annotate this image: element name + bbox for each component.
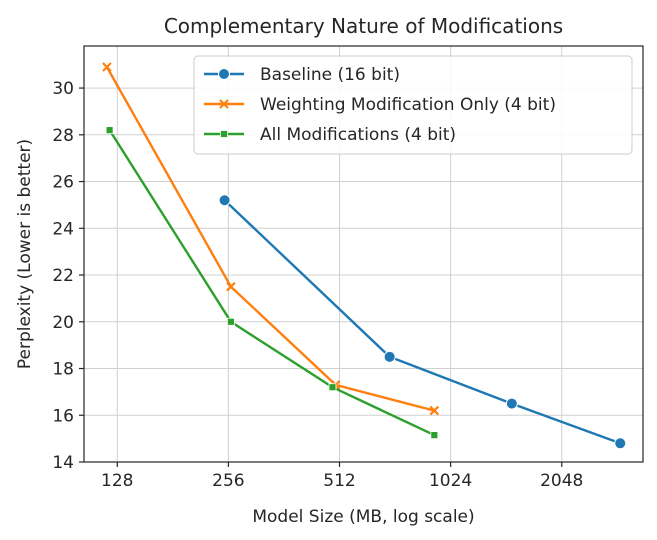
legend-box	[193, 55, 633, 155]
axis-ticks: 128 256 512 1024 2048 14 16 18 20 22 24 26 28 30	[52, 79, 583, 491]
y-tick-label: 28	[52, 126, 74, 146]
x-axis-title: Model Size (MB, log scale)	[252, 507, 474, 527]
series-line	[105, 66, 435, 412]
plot-frame	[83, 45, 644, 463]
legend-item: Baseline (16 bit)	[204, 65, 400, 85]
y-tick-label: 24	[52, 219, 74, 239]
legend-item: All Modifications (4 bit)	[204, 125, 456, 145]
legend-item: Weighting Modification Only (4 bit)	[204, 95, 556, 115]
data-point	[614, 437, 627, 450]
data-point	[383, 350, 396, 363]
x-tick-label: 1024	[429, 471, 472, 491]
x-tick-label: 256	[212, 471, 244, 491]
series-line	[223, 199, 621, 445]
y-tick-label: 26	[52, 173, 74, 193]
series-3	[105, 126, 439, 440]
y-tick-label: 30	[52, 79, 74, 99]
data-point	[218, 194, 231, 207]
y-tick-label: 16	[52, 406, 74, 426]
y-tick-label: 18	[52, 360, 74, 380]
legend-marker	[219, 99, 229, 109]
y-tick-label: 20	[52, 313, 74, 333]
data-point	[105, 126, 114, 135]
x-tick-label: 128	[101, 471, 133, 491]
x-tick-label: 2048	[540, 471, 583, 491]
series-layer	[102, 62, 627, 450]
data-point	[505, 397, 518, 410]
legend-marker	[218, 68, 230, 80]
data-point	[226, 281, 236, 292]
data-point	[430, 431, 439, 440]
data-point	[328, 383, 337, 392]
y-tick-label: 22	[52, 266, 74, 286]
data-point	[102, 62, 112, 72]
data-point	[226, 317, 235, 326]
data-point	[429, 405, 440, 416]
series-line	[108, 129, 435, 437]
legend: Baseline (16 bit) Weighting Modification …	[193, 55, 633, 155]
x-tick-label: 512	[323, 471, 355, 491]
legend-label: Weighting Modification Only (4 bit)	[260, 95, 556, 115]
legend-marker	[220, 130, 228, 138]
legend-label: Baseline (16 bit)	[260, 65, 400, 85]
legend-label: All Modifications (4 bit)	[260, 125, 456, 145]
y-axis-title: Perplexity (Lower is better)	[15, 139, 35, 369]
y-tick-label: 14	[52, 453, 74, 473]
series-1	[218, 194, 627, 450]
chart-title: Complementary Nature of Modifications	[164, 14, 563, 38]
